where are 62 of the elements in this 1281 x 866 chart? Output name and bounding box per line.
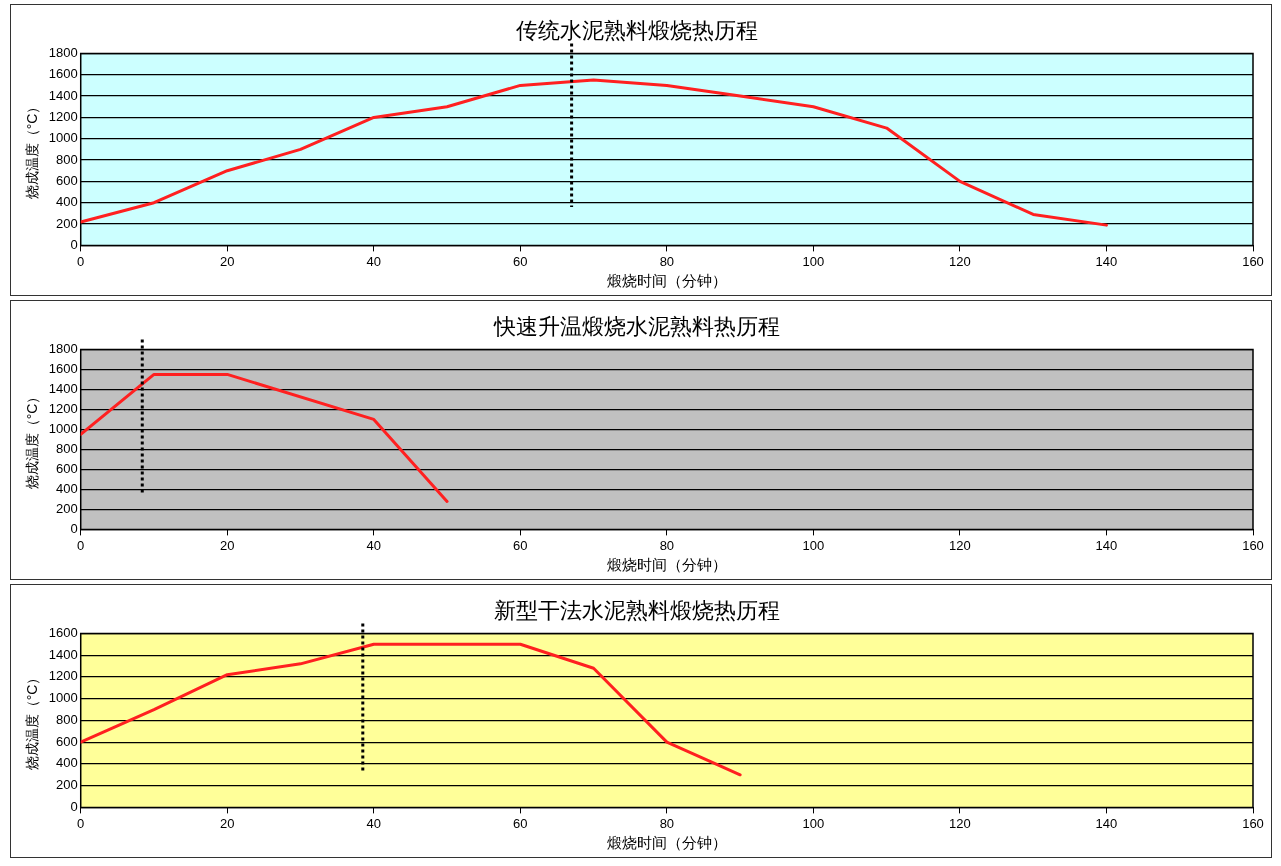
y-tick-label: 200 <box>56 215 78 231</box>
chart-title: 新型干法水泥熟料煅烧热历程 <box>494 597 780 623</box>
y-tick-label: 600 <box>56 733 78 749</box>
chart-title: 快速升温煅烧水泥熟料热历程 <box>493 313 780 339</box>
x-tick-label: 40 <box>366 537 382 553</box>
y-tick-label: 600 <box>56 460 78 476</box>
y-tick-label: 1400 <box>48 380 78 396</box>
x-tick-label: 160 <box>1242 253 1264 269</box>
y-tick-label: 1600 <box>48 624 78 640</box>
y-axis-title: 烧成温度（°C） <box>24 389 41 490</box>
x-axis-title: 煅烧时间（分钟） <box>606 834 727 852</box>
y-tick-label: 1600 <box>48 66 78 82</box>
chart-title: 传统水泥熟料煅烧热历程 <box>516 17 758 43</box>
y-tick-label: 800 <box>56 151 78 167</box>
x-tick-label: 160 <box>1242 815 1264 831</box>
y-tick-label: 400 <box>56 480 78 496</box>
y-tick-label: 200 <box>56 500 78 516</box>
y-tick-label: 1200 <box>48 668 78 684</box>
x-axis-title: 煅烧时间（分钟） <box>606 272 727 290</box>
x-tick-label: 140 <box>1095 253 1118 269</box>
x-tick-label: 80 <box>659 815 675 831</box>
x-tick-label: 140 <box>1095 537 1118 553</box>
x-tick-label: 20 <box>220 815 235 831</box>
x-tick-label: 120 <box>949 253 971 269</box>
x-tick-label: 100 <box>802 815 825 831</box>
x-tick-label: 160 <box>1242 537 1264 553</box>
y-tick-label: 400 <box>56 194 78 210</box>
x-tick-label: 80 <box>659 253 675 269</box>
y-tick-label: 600 <box>56 172 78 188</box>
x-tick-label: 60 <box>513 253 528 269</box>
y-tick-label: 200 <box>56 777 78 793</box>
y-tick-label: 1200 <box>48 400 78 416</box>
x-tick-label: 100 <box>802 537 825 553</box>
x-tick-label: 100 <box>802 253 825 269</box>
y-tick-label: 0 <box>70 798 78 814</box>
y-tick-label: 1800 <box>48 44 78 60</box>
y-axis-title: 烧成温度（°C） <box>24 670 41 771</box>
y-tick-label: 1400 <box>48 646 78 662</box>
y-tick-label: 1800 <box>48 340 78 356</box>
x-tick-label: 60 <box>513 537 528 553</box>
x-tick-label: 80 <box>659 537 675 553</box>
x-tick-label: 20 <box>220 253 235 269</box>
x-tick-label: 120 <box>949 537 971 553</box>
x-tick-label: 60 <box>513 815 528 831</box>
y-tick-label: 1000 <box>48 420 78 436</box>
x-axis-title: 煅烧时间（分钟） <box>606 556 727 574</box>
x-tick-label: 140 <box>1095 815 1118 831</box>
x-tick-label: 20 <box>220 537 235 553</box>
y-tick-label: 1600 <box>48 360 78 376</box>
y-tick-label: 0 <box>70 520 78 536</box>
y-tick-label: 800 <box>56 711 78 727</box>
y-tick-label: 1000 <box>48 130 78 146</box>
y-tick-label: 1000 <box>48 690 78 706</box>
y-tick-label: 0 <box>70 236 78 252</box>
x-tick-label: 120 <box>949 815 971 831</box>
x-tick-label: 40 <box>366 815 382 831</box>
y-tick-label: 1200 <box>48 108 78 124</box>
y-tick-label: 800 <box>56 440 78 456</box>
x-tick-label: 40 <box>366 253 382 269</box>
y-axis-title: 烧成温度（°C） <box>24 99 41 200</box>
y-tick-label: 1400 <box>48 87 78 103</box>
y-tick-label: 400 <box>56 755 78 771</box>
